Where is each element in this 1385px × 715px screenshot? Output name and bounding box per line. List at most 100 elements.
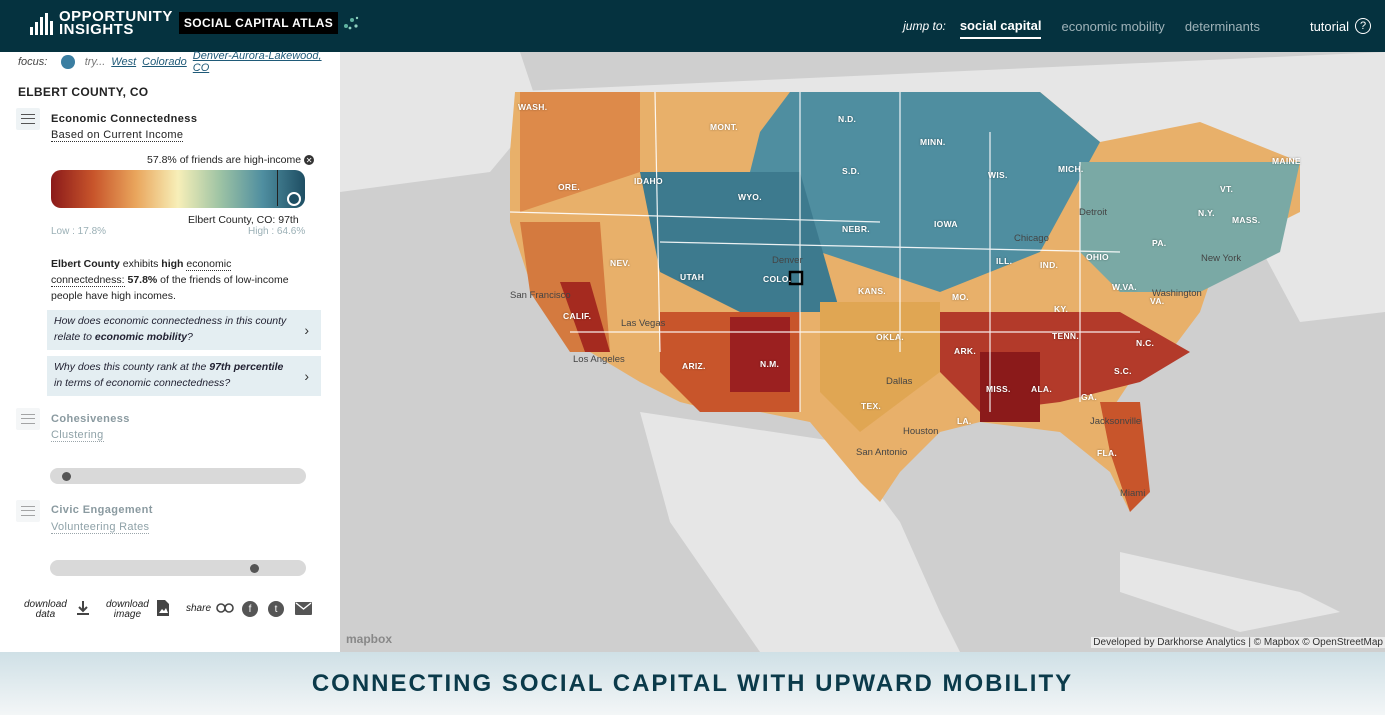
facebook-icon[interactable]: f (242, 601, 258, 617)
metric2-title[interactable]: Cohesiveness (51, 413, 130, 425)
rank-label: Elbert County, CO: 97th (188, 214, 299, 226)
twitter-icon[interactable]: t (268, 601, 284, 617)
image-file-icon[interactable] (156, 599, 170, 617)
state-label: N.M. (760, 359, 780, 369)
tab-economic-mobility[interactable]: economic mobility (1061, 18, 1165, 34)
q1-pre: How does economic connectedness in this … (54, 315, 287, 343)
download-image-l2: image (113, 609, 142, 620)
metric1-description: Elbert County exhibits high economic con… (51, 256, 301, 304)
map-credit[interactable]: Developed by Darkhorse Analytics | © Map… (1091, 637, 1385, 648)
close-icon[interactable]: ✕ (304, 155, 315, 165)
metric2-slider-dot[interactable] (62, 472, 71, 481)
metric3-slider-dot[interactable] (250, 564, 259, 573)
state-label: WASH. (518, 102, 548, 112)
side-panel: focus: try... West Colorado Denver-Auror… (0, 50, 340, 652)
chevron-right-icon: › (304, 368, 309, 384)
city-label: Houston (903, 426, 939, 437)
state-label: ALA. (1031, 384, 1053, 394)
logo-line2: INSIGHTS (59, 21, 134, 38)
tab-determinants[interactable]: determinants (1184, 18, 1260, 34)
city-label: Miami (1120, 488, 1146, 499)
state-label: KY. (1054, 304, 1069, 314)
tab-social-capital[interactable]: social capital (959, 14, 1042, 39)
city-label: Washington (1152, 288, 1202, 299)
state-label: IND. (1040, 260, 1059, 270)
city-label: San Francisco (510, 290, 571, 301)
state-label: FLA. (1097, 448, 1118, 458)
share-label: share (186, 603, 212, 614)
try-link-denver[interactable]: Denver-Aurora-Lakewood, CO (192, 50, 322, 74)
choropleth-map[interactable]: WASH. MONT. N.D. MINN. ORE. IDAHO WYO. S… (340, 52, 1385, 652)
state-label: GA. (1081, 392, 1098, 402)
metric2-menu-button[interactable] (16, 408, 40, 430)
download-image-button[interactable]: download image (106, 600, 149, 620)
jump-label: jump to: (903, 19, 946, 33)
gear-icon[interactable] (61, 55, 75, 69)
value-marker (277, 170, 278, 206)
metric2-subtitle[interactable]: Clustering (51, 429, 104, 442)
download-icon[interactable] (76, 600, 90, 616)
city-label: Las Vegas (621, 318, 666, 329)
try-link-colorado[interactable]: Colorado (142, 56, 187, 68)
state-label: ORE. (558, 182, 580, 192)
metric1-subtitle[interactable]: Based on Current Income (51, 129, 184, 142)
tutorial-link[interactable]: tutorial (1309, 18, 1349, 34)
state-label: OHIO (1086, 252, 1109, 262)
state-label: W.VA. (1112, 282, 1137, 292)
state-label: MASS. (1232, 215, 1261, 225)
metric2-slider[interactable] (50, 468, 306, 484)
jump-nav: jump to: social capital economic mobilit… (903, 0, 1385, 52)
state-label: WIS. (988, 170, 1008, 180)
county-title: ELBERT COUNTY, CO (18, 85, 149, 99)
question-percentile[interactable]: Why does this county rank at the 97th pe… (47, 356, 321, 396)
state-label: S.D. (842, 166, 860, 176)
desc-term[interactable]: economic connectedness: (51, 258, 232, 287)
menu-icon (21, 114, 35, 124)
city-label: Denver (772, 255, 803, 266)
download-data-l1: download (24, 599, 67, 610)
metric3-subtitle[interactable]: Volunteering Rates (51, 521, 150, 534)
state-label: IDAHO (634, 176, 663, 186)
help-icon[interactable]: ? (1355, 18, 1371, 34)
mapbox-logo[interactable]: mapbox (346, 632, 393, 646)
dots-network-icon (344, 16, 359, 30)
q1-bold: economic mobility (94, 331, 188, 343)
city-label: Detroit (1079, 207, 1107, 218)
download-image-l1: download (106, 599, 149, 610)
state-label: VA. (1150, 296, 1165, 306)
state-label: MO. (952, 292, 969, 302)
q1-post: ? (187, 331, 193, 343)
city-label: San Antonio (856, 447, 908, 458)
metric1-menu-button[interactable] (16, 108, 40, 130)
desc-level: high (161, 258, 184, 270)
low-label: Low : 17.8% (51, 226, 107, 237)
link-icon[interactable] (216, 603, 234, 613)
city-label: Dallas (886, 376, 913, 387)
focus-row: focus: try... West Colorado Denver-Auror… (18, 50, 340, 74)
logo-line1: OPPORTUNITY (59, 8, 173, 25)
state-label: TEX. (861, 401, 882, 411)
opportunity-insights-logo[interactable]: OPPORTUNITY INSIGHTS SOCIAL CAPITAL ATLA… (30, 8, 360, 38)
banner-heading: CONNECTING SOCIAL CAPITAL WITH UPWARD MO… (311, 669, 1074, 697)
state-label: N.Y. (1198, 208, 1215, 218)
state-label: CALIF. (563, 311, 592, 321)
question-mobility[interactable]: How does economic connectedness in this … (47, 310, 321, 350)
state-label: N.C. (1136, 338, 1155, 348)
metric3-menu-button[interactable] (16, 500, 40, 522)
state-label: MAINE (1272, 156, 1301, 166)
state-label: WYO. (738, 192, 762, 202)
state-label: IOWA (934, 219, 958, 229)
try-link-west[interactable]: West (111, 56, 137, 68)
metric3-title[interactable]: Civic Engagement (51, 504, 153, 516)
state-label: MISS. (986, 384, 1011, 394)
desc-text1: exhibits (119, 258, 162, 270)
email-icon[interactable] (295, 602, 312, 615)
metric3-slider[interactable] (50, 560, 306, 576)
map-canvas (340, 52, 1385, 652)
download-data-button[interactable]: download data (24, 600, 67, 620)
q2-pre: Why does this county rank at the (54, 361, 210, 373)
state-label: NEV. (610, 258, 631, 268)
state-label: KANS. (858, 286, 886, 296)
metric1-handle[interactable] (287, 192, 301, 206)
focus-label: focus: (18, 56, 48, 68)
